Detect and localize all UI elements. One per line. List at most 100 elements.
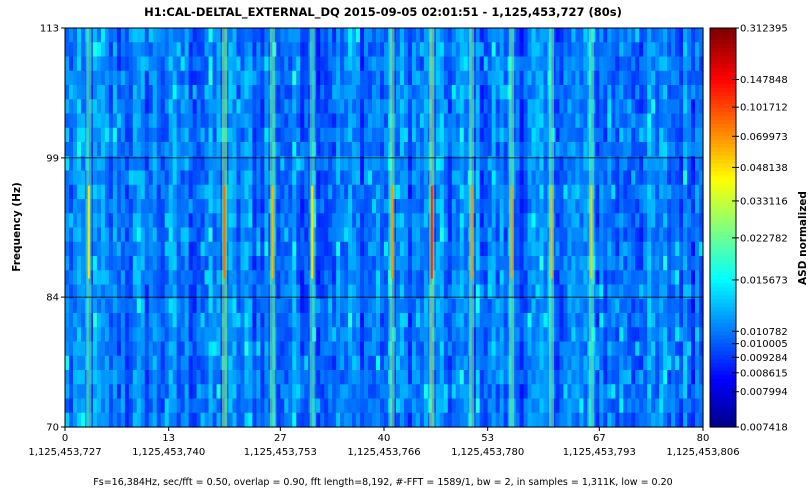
heatmap-cell: [579, 142, 584, 157]
heatmap-cell: [216, 227, 222, 243]
heatmap-cell: [240, 341, 246, 357]
heatmap-cell: [695, 355, 700, 371]
heatmap-cell: [683, 284, 688, 300]
heatmap-cell: [328, 156, 333, 172]
heatmap-cell: [543, 170, 549, 186]
heatmap-cell: [368, 384, 373, 400]
heatmap-cell: [627, 56, 632, 72]
colorbar-band: [710, 55, 736, 61]
heatmap-cell: [563, 227, 569, 243]
heatmap-cell: [483, 56, 489, 72]
heatmap-cell: [160, 85, 166, 100]
heatmap-cell: [164, 85, 170, 100]
heatmap-cell: [232, 298, 238, 314]
heatmap-cell: [423, 270, 429, 286]
heatmap-cell: [639, 70, 644, 86]
heatmap-cell: [599, 28, 604, 43]
heatmap-cell: [663, 42, 668, 58]
heatmap-cell: [140, 113, 146, 129]
heatmap-cell: [527, 199, 533, 214]
heatmap-cell: [164, 113, 170, 129]
heatmap-cell: [256, 341, 261, 357]
heatmap-cell: [643, 70, 648, 86]
heatmap-cell: [491, 113, 497, 129]
heatmap-cell: [108, 70, 114, 86]
heatmap-cell: [72, 184, 78, 200]
heatmap-cell: [360, 384, 365, 400]
heatmap-cell: [491, 270, 497, 286]
heatmap-cell: [699, 298, 704, 314]
heatmap-cell: [515, 256, 521, 271]
colorbar-band: [710, 119, 736, 125]
heatmap-cell: [328, 341, 333, 357]
heatmap-cell: [156, 42, 162, 58]
heatmap-cell: [144, 298, 150, 314]
heatmap-cell: [244, 313, 250, 328]
heatmap-cell: [380, 412, 385, 428]
heatmap-cell: [495, 70, 501, 86]
colorbar-band: [710, 87, 736, 93]
heatmap-cell: [487, 70, 493, 86]
heatmap-cell: [352, 241, 357, 257]
heatmap-cell: [527, 99, 533, 115]
heatmap-cell: [324, 113, 329, 129]
heatmap-cell: [292, 327, 297, 343]
heatmap-cell: [675, 256, 680, 271]
colorbar-band: [710, 71, 736, 77]
heatmap-cell: [611, 28, 616, 43]
heatmap-cell: [563, 313, 569, 328]
heatmap-cell: [655, 142, 660, 157]
heatmap-cell: [144, 56, 150, 72]
heatmap-cell: [607, 42, 612, 58]
heatmap-cell: [671, 28, 676, 43]
heatmap-cell: [683, 270, 688, 286]
heatmap-cell: [439, 327, 445, 343]
heatmap-cell: [439, 170, 445, 186]
heatmap-cell: [208, 341, 214, 357]
heatmap-cell: [344, 241, 349, 257]
heatmap-cell: [555, 270, 561, 286]
heatmap-cell: [188, 113, 194, 129]
heatmap-cell: [675, 270, 680, 286]
heatmap-cell: [108, 42, 114, 58]
heatmap-cell: [575, 384, 580, 400]
heatmap-cell: [395, 170, 401, 186]
heatmap-cell: [232, 127, 238, 143]
heatmap-cell: [352, 156, 357, 172]
heatmap-cell: [403, 384, 409, 400]
heatmap-cell: [651, 284, 656, 300]
heatmap-cell: [264, 284, 269, 300]
heatmap-cell: [575, 213, 580, 229]
heatmap-cell: [423, 184, 429, 200]
heatmap-cell: [76, 85, 82, 100]
colorbar-band: [710, 31, 736, 37]
heatmap-cell: [284, 327, 289, 343]
heatmap-cell: [643, 384, 648, 400]
heatmap-cell: [280, 127, 285, 143]
heatmap-cell: [403, 213, 409, 229]
heatmap-cell: [216, 127, 222, 143]
heatmap-cell: [228, 241, 234, 257]
heatmap-cell: [164, 412, 170, 428]
heatmap-cell: [483, 313, 489, 328]
heatmap-cell: [72, 227, 78, 243]
heatmap-cell: [320, 341, 325, 357]
heatmap-cell: [679, 142, 684, 157]
heatmap-cell: [252, 313, 257, 328]
heatmap-cell: [152, 227, 158, 243]
heatmap-cell: [296, 284, 301, 300]
heatmap-cell: [65, 412, 70, 428]
heatmap-cell: [132, 270, 138, 286]
heatmap-cell: [252, 127, 257, 143]
heatmap-cell: [212, 70, 218, 86]
heatmap-cell: [156, 341, 162, 357]
heatmap-cell: [276, 412, 281, 428]
heatmap-cell: [619, 56, 624, 72]
heatmap-cell: [356, 327, 361, 343]
heatmap-cell: [132, 355, 138, 371]
heatmap-cell: [280, 313, 285, 328]
colorbar-band: [710, 175, 736, 181]
heatmap-cell: [475, 199, 481, 214]
heatmap-cell: [292, 28, 297, 43]
heatmap-cell: [360, 256, 365, 271]
